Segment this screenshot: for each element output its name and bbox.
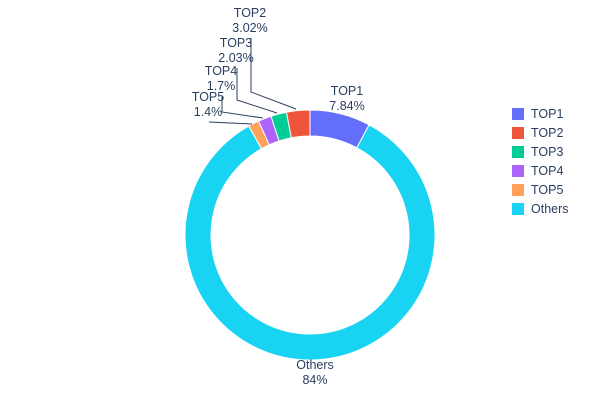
slice-label-top4: TOP4 1.7%: [205, 64, 237, 94]
slice-label-top1: TOP1 7.84%: [329, 84, 364, 114]
slice-label-top3: TOP3 2.03%: [218, 36, 253, 66]
slice-label-name: TOP3: [219, 36, 253, 50]
legend-label: Others: [531, 201, 569, 216]
legend-item-top2[interactable]: TOP2: [512, 123, 569, 142]
slice-label-name: TOP5: [191, 90, 225, 104]
leader-line-top2: [250, 38, 297, 110]
slice-label-pct: 1.4%: [193, 105, 223, 119]
legend-swatch-top1: [512, 107, 524, 120]
slice-label-pct: 7.84%: [329, 99, 365, 113]
leader-line-top4: [221, 96, 264, 119]
leader-line-top5: [208, 121, 253, 125]
legend-swatch-top5: [512, 183, 524, 196]
legend-item-top4[interactable]: TOP4: [512, 161, 569, 180]
legend-swatch-top4: [512, 164, 524, 177]
legend-label: TOP5: [531, 182, 564, 197]
legend-swatch-others: [512, 202, 524, 215]
legend-swatch-top3: [512, 145, 524, 158]
legend-item-top1[interactable]: TOP1: [512, 104, 569, 123]
donut-slices: [184, 109, 436, 361]
legend-item-top5[interactable]: TOP5: [512, 180, 569, 199]
legend-swatch-top2: [512, 126, 524, 139]
slice-label-pct: 84%: [302, 373, 328, 387]
leader-lines: [208, 38, 297, 125]
slice-label-name: Others: [296, 358, 334, 372]
legend-label: TOP3: [531, 144, 564, 159]
slice-label-pct: 1.7%: [206, 79, 236, 93]
slice-label-others: Others 84%: [296, 358, 334, 388]
pie-slice-others[interactable]: [184, 124, 436, 361]
slice-label-pct: 2.03%: [218, 51, 254, 65]
legend: TOP1 TOP2 TOP3 TOP4 TOP5 Others: [512, 104, 569, 218]
slice-label-top2: TOP2 3.02%: [232, 6, 267, 36]
leader-line-top3: [236, 68, 278, 114]
legend-label: TOP1: [531, 106, 564, 121]
pie-slice-top2[interactable]: [285, 109, 311, 139]
slice-label-name: TOP4: [204, 64, 238, 78]
slice-label-name: TOP1: [330, 84, 364, 98]
legend-item-top3[interactable]: TOP3: [512, 142, 569, 161]
slice-label-pct: 3.02%: [232, 21, 268, 35]
legend-item-others[interactable]: Others: [512, 199, 569, 218]
slice-label-top5: TOP5 1.4%: [192, 90, 224, 120]
legend-label: TOP2: [531, 125, 564, 140]
slice-label-name: TOP2: [233, 6, 267, 20]
legend-label: TOP4: [531, 163, 564, 178]
